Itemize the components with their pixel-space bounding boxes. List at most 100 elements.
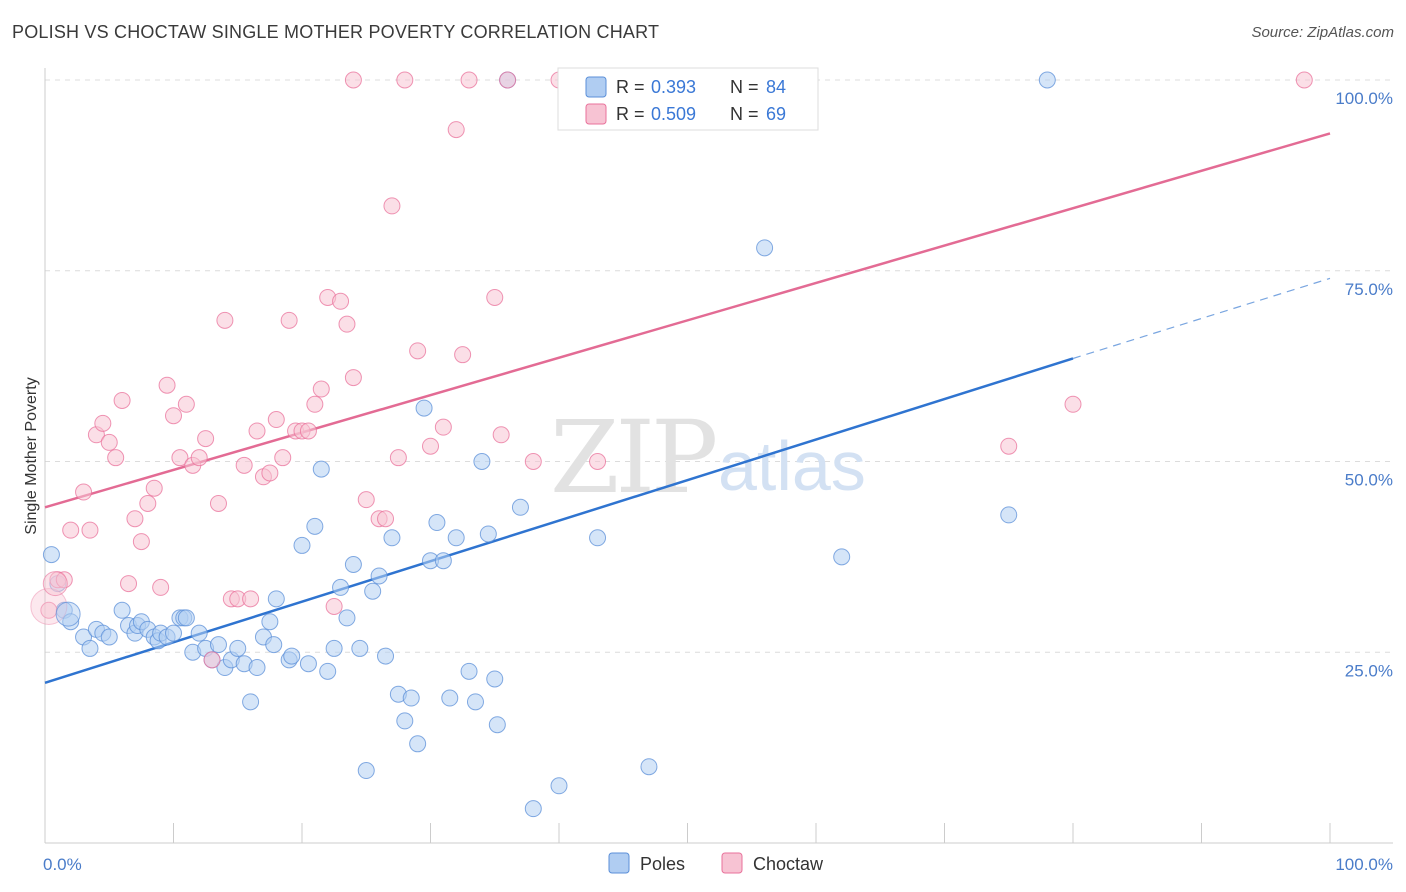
point-poles (370, 567, 388, 585)
point-choctaw (524, 453, 542, 470)
trend-lines (44, 132, 1331, 684)
chart-source: Source: ZipAtlas.com (1251, 24, 1394, 41)
point-poles (55, 601, 81, 627)
point-poles (42, 546, 60, 564)
legend-r-value-choctaw: 0.509 (651, 104, 696, 124)
point-poles (165, 624, 182, 642)
point-poles (466, 693, 484, 711)
point-poles (325, 639, 343, 657)
legend-n-value-choctaw: 69 (766, 104, 786, 124)
legend-r-value-poles: 0.393 (651, 77, 696, 97)
legend-n-label-choctaw: N = (730, 104, 759, 124)
legend-series: Poles Choctaw (608, 852, 824, 874)
point-poles (396, 712, 414, 730)
x-tick-labels: 0.0% 100.0% (43, 855, 1393, 874)
point-poles (447, 529, 465, 547)
point-choctaw (158, 376, 176, 394)
point-poles (1038, 71, 1056, 89)
point-choctaw (280, 311, 298, 329)
point-choctaw (177, 395, 195, 413)
point-choctaw (389, 449, 407, 467)
point-poles (383, 529, 401, 547)
point-poles (428, 514, 446, 532)
point-choctaw (499, 71, 517, 89)
point-poles (486, 670, 504, 688)
point-poles (319, 662, 337, 680)
point-choctaw (171, 449, 189, 467)
legend-swatch-choctaw (585, 103, 607, 125)
point-poles (640, 758, 658, 776)
legend-stats: R = 0.393 N = 84 R = 0.509 N = 69 (557, 67, 819, 131)
point-poles (113, 601, 131, 619)
point-choctaw (62, 521, 80, 539)
point-poles (229, 639, 247, 657)
point-choctaw (486, 288, 504, 306)
point-poles (312, 460, 330, 478)
point-poles (357, 762, 375, 780)
point-choctaw (332, 292, 350, 310)
point-choctaw (434, 418, 452, 436)
point-poles (283, 647, 301, 665)
point-choctaw (344, 71, 362, 89)
gridlines (45, 79, 1393, 653)
point-choctaw (325, 597, 343, 615)
point-choctaw (113, 391, 131, 409)
point-choctaw (589, 453, 607, 470)
point-choctaw (81, 521, 99, 539)
y-tick-label: 50.0% (1345, 471, 1393, 490)
point-poles (306, 517, 324, 535)
point-poles (100, 628, 118, 646)
point-choctaw (422, 437, 439, 455)
y-tick-label: 25.0% (1345, 661, 1393, 680)
data-points (30, 71, 1313, 818)
point-poles (441, 689, 459, 707)
legend-r-label-poles: R = (616, 77, 645, 97)
point-poles (524, 800, 542, 818)
point-choctaw (1000, 437, 1018, 455)
trend-line-poles-extension (1072, 277, 1331, 360)
point-choctaw (107, 449, 125, 467)
point-poles (402, 689, 420, 707)
point-poles (415, 399, 433, 417)
point-choctaw (209, 494, 227, 512)
point-choctaw (344, 369, 362, 387)
point-choctaw (312, 380, 330, 398)
y-tick-labels: 25.0% 50.0% 75.0% 100.0% (1335, 89, 1393, 680)
point-poles (1000, 506, 1018, 524)
point-poles (351, 639, 369, 657)
x-tick-label: 100.0% (1335, 855, 1393, 874)
point-poles (434, 552, 452, 570)
y-axis-label: Single Mother Poverty (23, 377, 40, 534)
point-choctaw (75, 483, 93, 501)
point-poles (344, 556, 362, 574)
point-choctaw (338, 315, 356, 333)
point-choctaw (261, 464, 279, 482)
point-choctaw (454, 346, 472, 364)
point-choctaw (248, 422, 266, 440)
point-poles (248, 659, 266, 677)
point-choctaw (203, 651, 221, 669)
point-choctaw (242, 590, 260, 608)
legend-series-label-poles: Poles (640, 854, 685, 874)
point-poles (261, 613, 279, 631)
point-choctaw (274, 449, 292, 467)
point-choctaw (145, 479, 163, 497)
point-choctaw (235, 456, 253, 474)
point-choctaw (42, 571, 68, 597)
point-poles (190, 624, 208, 642)
point-poles (177, 609, 195, 627)
point-poles (511, 498, 529, 516)
x-tick-label: 0.0% (43, 855, 82, 874)
point-poles (242, 693, 260, 711)
legend-n-label-poles: N = (730, 77, 759, 97)
point-poles (332, 578, 350, 596)
point-choctaw (216, 311, 234, 329)
point-poles (833, 548, 851, 566)
point-choctaw (396, 71, 414, 89)
point-choctaw (377, 510, 395, 528)
point-poles (209, 636, 227, 654)
point-poles (299, 655, 317, 673)
point-poles (409, 735, 427, 753)
point-choctaw (306, 395, 324, 413)
y-tick-label: 75.0% (1345, 280, 1393, 299)
